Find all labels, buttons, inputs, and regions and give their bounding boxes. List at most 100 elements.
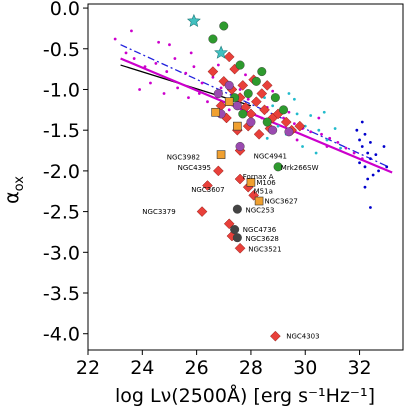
y-axis: 0.0 -0.5 -1.0 -1.5 -2.0 -2.5 -3.0 -3.5 -4.0 [43,0,88,346]
data-point [173,57,177,60]
data-point [208,34,218,44]
data-point [223,51,235,63]
data-point [232,204,242,214]
data-point [360,120,364,124]
data-point [138,88,141,91]
data-point [276,124,280,128]
data-point [339,146,342,150]
data-point [333,127,337,130]
data-point [328,136,332,140]
data-point [270,330,281,342]
x-tick-label: 30 [293,357,317,379]
data-point [366,177,370,181]
y-tick-label: -4.0 [43,324,80,346]
data-point [271,89,275,93]
data-point [282,116,285,120]
data-point [355,128,359,132]
y-tick-label: -2.5 [43,202,80,224]
data-point [196,206,208,217]
data-point [223,218,235,230]
data-point [363,185,367,189]
data-point [287,92,291,95]
source-annotations: NGC3982 NGC4941 NGC4395 Mrk266SW Fornax AM10… [142,153,319,341]
data-point [124,51,128,55]
data-point [363,165,367,169]
x-axis-label: log Lν(2500Å) [erg s⁻¹Hz⁻¹] [115,384,375,407]
data-point [200,81,204,85]
data-point [260,116,264,120]
data-point [317,128,321,132]
data-point [251,96,262,108]
x-tick-label: 32 [347,357,371,379]
data-point [246,177,256,187]
annotation-label: Fornax A [243,173,274,181]
data-point [360,145,364,148]
data-point [246,97,250,101]
annotation-label: NGC3628 [246,235,279,243]
data-point [303,124,307,128]
data-point [234,173,246,185]
data-point [157,40,161,44]
data-point [325,138,329,142]
data-point [358,138,361,142]
data-point [219,21,229,31]
data-point [284,127,294,137]
annotation-label: NGC4303 [286,333,319,341]
data-point [235,141,245,151]
data-point [230,225,240,235]
data-point [184,71,188,75]
data-point [149,81,152,85]
data-point [256,88,268,99]
data-point [253,128,265,140]
data-point [292,97,296,101]
data-point [219,86,223,90]
data-point [257,67,267,77]
data-point [207,66,219,77]
x-axis: 22 24 26 28 30 32 [76,350,372,379]
data-point [224,80,234,90]
data-point [227,108,231,112]
annotation-label: NGC4736 [243,226,277,234]
data-point [216,150,226,159]
data-point [232,233,242,243]
data-point [352,151,356,155]
data-point [214,45,228,59]
x-tick-label: 24 [130,357,154,379]
annotation-label: NGC3607 [191,186,224,194]
data-point [369,141,372,144]
annotation-label: NGC4395 [178,164,211,172]
data-point [168,43,171,47]
data-point [176,86,180,90]
data-point [280,116,292,128]
y-tick-label: -1.0 [43,79,80,101]
y-tick-label: -1.5 [43,120,80,142]
data-point [246,117,256,127]
data-point [187,96,190,100]
y-axis-label: αox [1,176,27,204]
data-point [360,157,364,161]
data-point [369,157,372,161]
data-point [143,65,147,69]
plot-frame [87,3,404,351]
data-point [287,110,291,114]
data-point [130,29,133,33]
annotation-label: M51a [254,188,273,196]
data-point [295,112,299,116]
data-point [371,173,375,177]
data-point [206,100,209,104]
annotation-label: NGC3521 [248,246,281,254]
data-point [325,145,329,148]
annotation-label: M106 [256,179,276,187]
y-tick-label: -0.5 [43,39,80,61]
data-point [197,92,201,95]
data-point [377,169,380,173]
data-point [336,141,340,144]
data-point [263,96,266,100]
annotation-label: NGC4941 [254,153,287,161]
y-tick-label: -2.0 [43,161,80,183]
data-point [237,80,249,91]
data-point [254,196,264,206]
data-point [301,145,304,148]
data-point [243,89,253,99]
